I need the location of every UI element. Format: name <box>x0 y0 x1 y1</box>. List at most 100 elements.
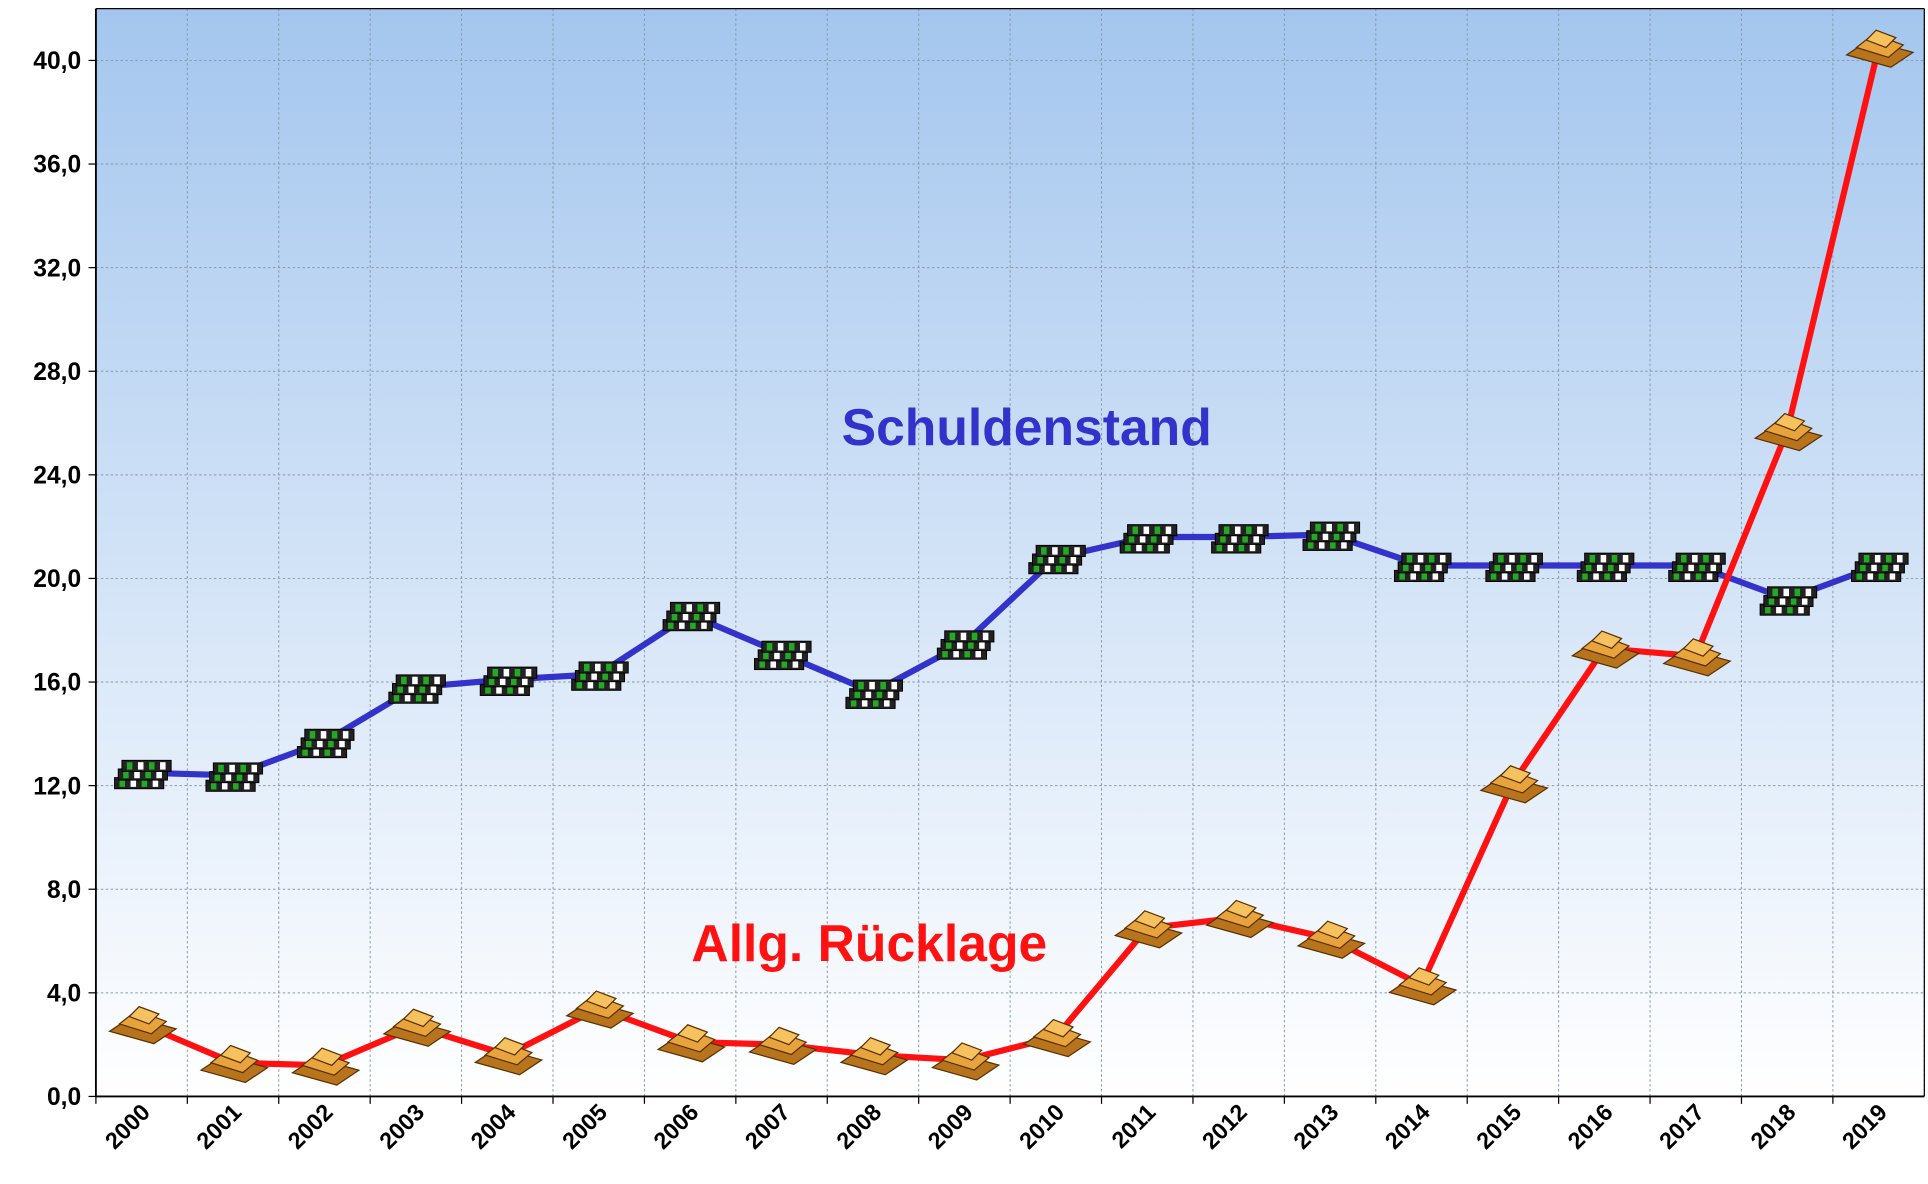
bill-face <box>1897 555 1903 562</box>
bill-face <box>321 731 327 738</box>
bill-face <box>405 694 411 701</box>
bill-face <box>1714 555 1720 562</box>
bill-face <box>343 731 349 738</box>
bill-face <box>218 765 224 772</box>
bill-face <box>1506 564 1512 571</box>
bill-face <box>1429 555 1435 562</box>
bill-face <box>789 643 795 650</box>
bill-face <box>1623 555 1629 562</box>
bill-face <box>138 762 144 769</box>
bill-face <box>489 678 495 685</box>
x-tick-label: 2008 <box>831 1099 886 1154</box>
bill-face <box>1703 555 1709 562</box>
x-tick-label: 2003 <box>374 1099 429 1154</box>
bill-face <box>251 765 257 772</box>
x-tick-label: 2009 <box>923 1099 978 1154</box>
bill-face <box>599 681 605 688</box>
bill-face <box>610 681 616 688</box>
bill-face <box>160 762 166 769</box>
bill-face <box>964 650 970 657</box>
x-tick-label: 2005 <box>557 1099 612 1154</box>
money-marker <box>1029 545 1086 573</box>
bill-face <box>504 669 510 676</box>
bill-face <box>950 633 956 640</box>
bill-face <box>942 650 948 657</box>
bill-face <box>1166 527 1172 534</box>
bill-face <box>1334 533 1340 540</box>
x-tick-label: 2011 <box>1106 1099 1160 1153</box>
y-tick-label: 16,0 <box>33 670 81 697</box>
bill-face <box>778 643 784 650</box>
bill-face <box>1144 527 1150 534</box>
bill-face <box>1860 564 1866 571</box>
bill-face <box>142 779 148 786</box>
money-marker <box>1120 525 1177 553</box>
money-marker <box>572 662 629 690</box>
bill-face <box>1875 555 1881 562</box>
bill-face <box>1692 555 1698 562</box>
money-marker <box>115 760 172 788</box>
bill-face <box>858 682 864 689</box>
money-marker <box>846 680 903 708</box>
bill-face <box>584 664 590 671</box>
y-tick-label: 40,0 <box>33 48 81 75</box>
x-tick-label: 2012 <box>1197 1099 1252 1154</box>
bill-face <box>880 682 886 689</box>
bill-face <box>1312 533 1318 540</box>
bill-face <box>1520 555 1526 562</box>
bill-face <box>793 660 799 667</box>
bill-face <box>515 669 521 676</box>
bill-face <box>1509 555 1515 562</box>
bill-face <box>1871 564 1877 571</box>
x-tick-label: 2019 <box>1837 1099 1892 1154</box>
money-marker <box>297 729 354 757</box>
bill-face <box>1677 564 1683 571</box>
bill-face <box>1619 564 1625 571</box>
bill-face <box>1590 555 1596 562</box>
bill-face <box>1418 555 1424 562</box>
bill-face <box>869 682 875 689</box>
bill-face <box>595 664 601 671</box>
bill-face <box>1498 555 1504 562</box>
bill-face <box>1769 597 1775 604</box>
bill-face <box>127 762 133 769</box>
bill-face <box>511 678 517 685</box>
y-tick-label: 8,0 <box>47 877 81 904</box>
y-tick-label: 4,0 <box>47 980 81 1007</box>
bill-face <box>1407 555 1413 562</box>
bill-face <box>1608 564 1614 571</box>
bill-face <box>1699 564 1705 571</box>
bill-face <box>1772 589 1778 596</box>
legend-label: Allg. Rücklage <box>691 914 1047 972</box>
y-tick-label: 32,0 <box>33 255 81 282</box>
bill-face <box>1681 555 1687 562</box>
bill-face <box>394 694 400 701</box>
bill-face <box>1155 527 1161 534</box>
x-tick-label: 2007 <box>740 1099 795 1154</box>
money-marker <box>1212 525 1269 553</box>
bill-face <box>493 669 499 676</box>
bill-face <box>1235 527 1241 534</box>
bill-face <box>1494 564 1500 571</box>
legend-label: Schuldenstand <box>842 398 1212 456</box>
bill-face <box>1403 564 1409 571</box>
bill-face <box>1257 527 1263 534</box>
bill-face <box>891 682 897 689</box>
bill-face <box>972 633 978 640</box>
bill-face <box>1688 564 1694 571</box>
bill-face <box>983 633 989 640</box>
money-marker <box>206 763 263 791</box>
bill-face <box>1791 597 1797 604</box>
bill-face <box>526 669 532 676</box>
chart: 0,04,08,012,016,020,024,028,032,036,040,… <box>0 0 1928 1184</box>
bill-face <box>1780 597 1786 604</box>
money-marker <box>1486 553 1543 581</box>
bill-face <box>1246 527 1252 534</box>
bill-face <box>229 765 235 772</box>
x-tick-label: 2016 <box>1563 1099 1618 1154</box>
bill-face <box>416 694 422 701</box>
bill-face <box>770 660 776 667</box>
x-tick-label: 2015 <box>1471 1099 1526 1154</box>
bill-face <box>1414 564 1420 571</box>
bill-face <box>975 650 981 657</box>
